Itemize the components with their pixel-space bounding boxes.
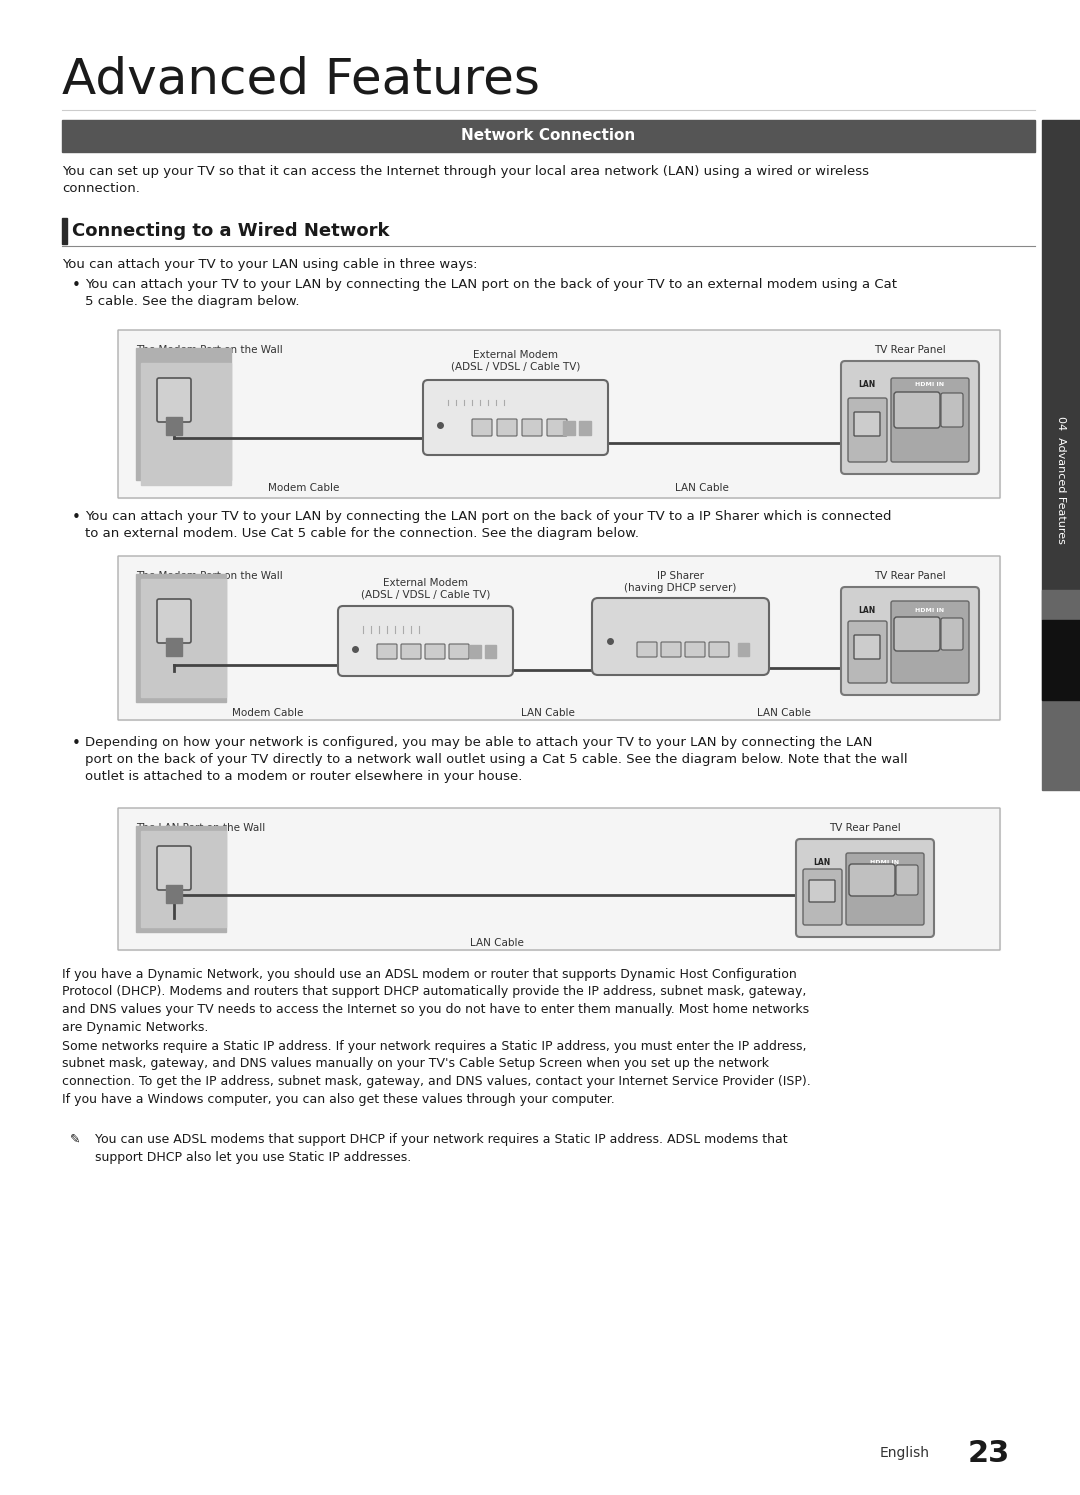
Bar	[1042, 620, 1080, 700]
Text: You can attach your TV to your LAN by connecting the LAN port on the back of you: You can attach your TV to your LAN by co…	[85, 278, 897, 308]
FancyBboxPatch shape	[848, 398, 887, 462]
Text: HDMI IN: HDMI IN	[870, 860, 900, 866]
Text: Modem Cable: Modem Cable	[268, 483, 339, 493]
Text: You can attach your TV to your LAN by connecting the LAN port on the back of you: You can attach your TV to your LAN by co…	[85, 510, 891, 540]
Bar	[470, 644, 481, 658]
FancyBboxPatch shape	[896, 866, 918, 896]
Bar	[1042, 591, 1080, 789]
FancyBboxPatch shape	[661, 641, 681, 656]
Bar	[118, 556, 1000, 721]
Text: You can attach your TV to your LAN using cable in three ways:: You can attach your TV to your LAN using…	[62, 259, 477, 271]
FancyBboxPatch shape	[401, 644, 421, 659]
FancyBboxPatch shape	[157, 599, 191, 643]
Text: LAN Cable: LAN Cable	[470, 937, 524, 948]
FancyBboxPatch shape	[157, 378, 191, 422]
FancyBboxPatch shape	[157, 846, 191, 890]
Bar	[166, 417, 183, 435]
Text: ✎: ✎	[70, 1133, 81, 1147]
Bar	[62, 120, 1035, 152]
Text: Depending on how your network is configured, you may be able to attach your TV t: Depending on how your network is configu…	[85, 736, 907, 783]
Bar	[738, 643, 750, 656]
FancyBboxPatch shape	[854, 635, 880, 659]
FancyBboxPatch shape	[848, 620, 887, 683]
FancyBboxPatch shape	[338, 605, 513, 676]
Text: External Modem
(ADSL / VDSL / Cable TV): External Modem (ADSL / VDSL / Cable TV)	[361, 579, 490, 599]
Text: The LAN Port on the Wall: The LAN Port on the Wall	[136, 824, 266, 833]
FancyBboxPatch shape	[894, 617, 940, 650]
Bar	[166, 885, 183, 903]
Text: English: English	[880, 1446, 930, 1461]
Text: HDMI IN: HDMI IN	[916, 383, 945, 387]
Text: LAN Cable: LAN Cable	[675, 483, 728, 493]
FancyBboxPatch shape	[849, 864, 895, 896]
Text: •: •	[72, 510, 81, 525]
FancyBboxPatch shape	[796, 839, 934, 937]
FancyBboxPatch shape	[894, 392, 940, 428]
Bar	[136, 574, 226, 703]
Text: Advanced Features: Advanced Features	[62, 55, 540, 103]
FancyBboxPatch shape	[941, 393, 963, 428]
Bar	[141, 363, 231, 484]
FancyBboxPatch shape	[841, 360, 978, 474]
Text: The Modem Port on the Wall: The Modem Port on the Wall	[136, 571, 283, 582]
FancyBboxPatch shape	[841, 588, 978, 695]
FancyBboxPatch shape	[708, 641, 729, 656]
Bar	[136, 348, 231, 480]
Text: HDMI IN: HDMI IN	[916, 608, 945, 613]
Text: IP Sharer
(having DHCP server): IP Sharer (having DHCP server)	[624, 571, 737, 592]
FancyBboxPatch shape	[423, 380, 608, 454]
Text: LAN: LAN	[859, 380, 876, 389]
Text: LAN: LAN	[859, 605, 876, 614]
FancyBboxPatch shape	[685, 641, 705, 656]
Bar	[141, 831, 226, 927]
Text: Connecting to a Wired Network: Connecting to a Wired Network	[72, 221, 390, 241]
FancyBboxPatch shape	[846, 854, 924, 925]
Text: •: •	[72, 278, 81, 293]
Text: LAN Cable: LAN Cable	[521, 709, 575, 718]
FancyBboxPatch shape	[637, 641, 657, 656]
FancyBboxPatch shape	[546, 419, 567, 437]
FancyBboxPatch shape	[804, 869, 842, 925]
Text: TV Rear Panel: TV Rear Panel	[829, 824, 901, 833]
Text: Some networks require a Static IP address. If your network requires a Static IP : Some networks require a Static IP addres…	[62, 1041, 811, 1105]
FancyBboxPatch shape	[854, 413, 880, 437]
FancyBboxPatch shape	[592, 598, 769, 676]
FancyBboxPatch shape	[449, 644, 469, 659]
Text: LAN: LAN	[813, 858, 831, 867]
Text: •: •	[72, 736, 81, 750]
FancyBboxPatch shape	[891, 378, 969, 462]
FancyBboxPatch shape	[497, 419, 517, 437]
Bar	[485, 644, 496, 658]
Text: TV Rear Panel: TV Rear Panel	[874, 571, 946, 582]
Bar	[563, 422, 575, 435]
Bar	[1042, 120, 1080, 620]
Text: LAN Cable: LAN Cable	[757, 709, 811, 718]
Text: Modem Cable: Modem Cable	[232, 709, 303, 718]
Text: TV Rear Panel: TV Rear Panel	[874, 345, 946, 354]
FancyBboxPatch shape	[891, 601, 969, 683]
Text: 04  Advanced Features: 04 Advanced Features	[1056, 416, 1066, 544]
Text: If you have a Dynamic Network, you should use an ADSL modem or router that suppo: If you have a Dynamic Network, you shoul…	[62, 967, 809, 1033]
Bar	[118, 330, 1000, 498]
Bar	[166, 638, 183, 656]
Text: You can set up your TV so that it can access the Internet through your local are: You can set up your TV so that it can ac…	[62, 164, 869, 194]
Text: 23: 23	[968, 1440, 1010, 1468]
Bar	[579, 422, 591, 435]
Bar	[136, 827, 226, 931]
FancyBboxPatch shape	[472, 419, 492, 437]
Text: External Modem
(ADSL / VDSL / Cable TV): External Modem (ADSL / VDSL / Cable TV)	[450, 350, 580, 372]
FancyBboxPatch shape	[377, 644, 397, 659]
FancyBboxPatch shape	[426, 644, 445, 659]
Bar	[141, 579, 226, 697]
Text: Network Connection: Network Connection	[461, 129, 635, 144]
Text: You can use ADSL modems that support DHCP if your network requires a Static IP a: You can use ADSL modems that support DHC…	[83, 1133, 787, 1163]
FancyBboxPatch shape	[941, 617, 963, 650]
Bar	[62, 218, 67, 244]
FancyBboxPatch shape	[809, 881, 835, 901]
Bar	[118, 807, 1000, 949]
Text: The Modem Port on the Wall: The Modem Port on the Wall	[136, 345, 283, 354]
FancyBboxPatch shape	[522, 419, 542, 437]
